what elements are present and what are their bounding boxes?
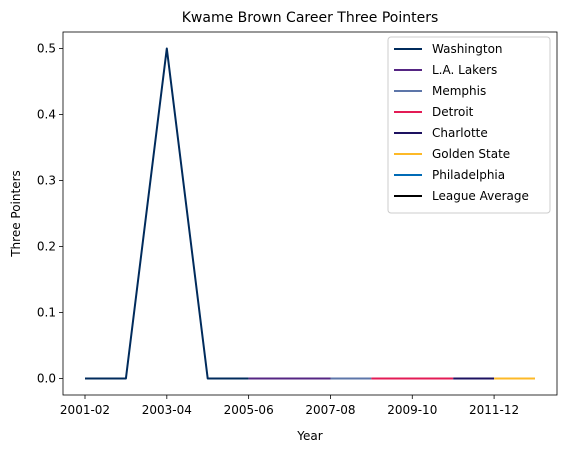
plot-area-frame: [62, 31, 558, 396]
y-tick-label-3: 0.3: [37, 174, 56, 188]
legend-entry-6: Philadelphia: [432, 168, 505, 182]
legend-entry-1: L.A. Lakers: [432, 63, 497, 77]
y-axis-label: Three Pointers: [9, 170, 23, 258]
chart-title: Kwame Brown Career Three Pointers: [182, 10, 439, 26]
series-line-0: [85, 47, 249, 380]
legend-entry-4: Charlotte: [432, 126, 488, 140]
legend-box: [387, 36, 551, 214]
x-tick-label-1: 2003-04: [142, 403, 192, 417]
y-tick-label-0: 0.0: [37, 372, 56, 386]
legend-entry-5: Golden State: [432, 147, 510, 161]
legend-entry-7: League Average: [432, 189, 529, 203]
y-tick-label-2: 0.2: [37, 240, 56, 254]
x-axis: 2001-02 2003-04 2005-06 2007-08 2009-10 2011-…: [60, 395, 519, 417]
x-axis-label: Year: [296, 429, 322, 443]
x-tick-label-5: 2011-12: [469, 403, 519, 417]
legend-entry-0: Washington: [432, 42, 503, 56]
legend: Washington L.A. Lakers Memphis Detroit Charl…: [387, 36, 551, 214]
x-tick-label-3: 2007-08: [305, 403, 355, 417]
x-tick-label-2: 2005-06: [224, 403, 274, 417]
legend-entry-2: Memphis: [432, 84, 486, 98]
y-tick-label-4: 0.4: [37, 108, 56, 122]
series-lines: [85, 47, 535, 380]
y-tick-label-1: 0.1: [37, 306, 56, 320]
x-tick-label-0: 2001-02: [60, 403, 110, 417]
x-tick-label-4: 2009-10: [387, 403, 437, 417]
y-tick-label-5: 0.5: [37, 42, 56, 56]
y-axis: 0.0 0.1 0.2 0.3 0.4 0.5: [37, 42, 63, 386]
legend-entry-3: Detroit: [432, 105, 474, 119]
